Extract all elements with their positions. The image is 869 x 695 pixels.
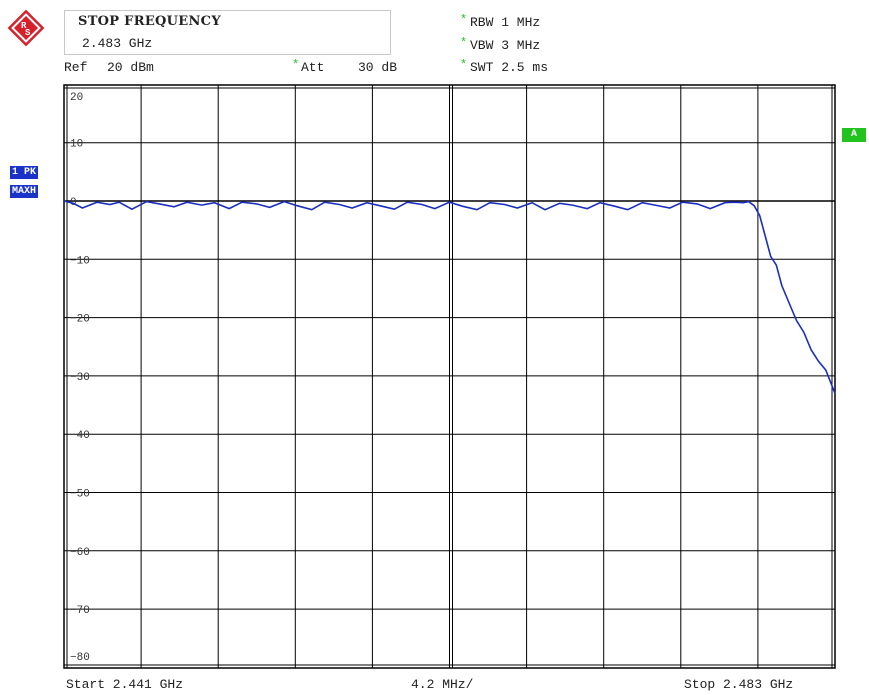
y-tick-label: 20 [70, 92, 83, 104]
entry-title: STOP FREQUENCY [78, 14, 221, 29]
y-tick-label: −60 [70, 547, 90, 559]
trace-mode-badge: MAXH [10, 185, 39, 198]
rbw-star-icon: * [460, 13, 468, 27]
y-tick-label: −50 [70, 489, 90, 501]
trace-label-badge: A [842, 128, 866, 142]
ref-value: 20 dBm [107, 60, 154, 75]
trace-line [63, 200, 836, 394]
y-tick-label: 10 [70, 139, 83, 151]
y-tick-label: −40 [70, 430, 90, 442]
swt-setting: SWT 2.5 ms [470, 60, 549, 75]
svg-text:S: S [25, 28, 31, 38]
y-tick-label: −20 [70, 314, 90, 326]
stop-frequency: Stop 2.483 GHz [684, 677, 794, 692]
entry-value: 2.483 GHz [82, 36, 153, 51]
vbw-star-icon: * [460, 36, 468, 50]
swt-star-icon: * [460, 58, 468, 72]
y-tick-label: −30 [70, 372, 90, 384]
att-value: 30 dB [358, 60, 398, 75]
y-tick-label: −10 [70, 255, 90, 267]
att-label: Att [301, 60, 325, 75]
active-entry-box [64, 10, 391, 55]
trace-detector-badge: 1 PK [10, 166, 39, 179]
y-tick-label: −70 [70, 605, 90, 617]
svg-text:R: R [21, 21, 27, 31]
rbw-setting: RBW 1 MHz [470, 15, 541, 30]
att-star-icon: * [292, 58, 300, 72]
span-per-division: 4.2 MHz/ [411, 677, 474, 692]
ref-label: Ref [64, 60, 88, 75]
chart-grid [63, 84, 836, 669]
start-frequency: Start 2.441 GHz [66, 677, 184, 692]
vbw-setting: VBW 3 MHz [470, 38, 541, 53]
rohde-schwarz-logo: R S [7, 9, 45, 47]
y-tick-label: −80 [70, 652, 90, 664]
